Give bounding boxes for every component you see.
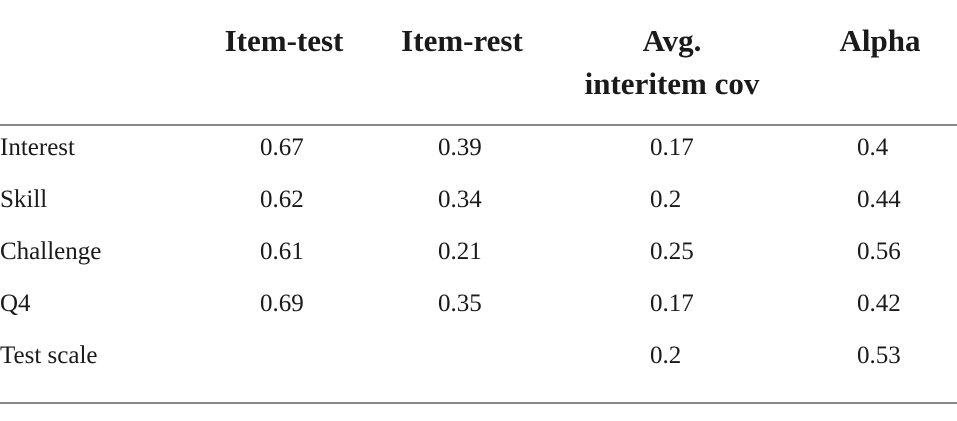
cell: 0.39 xyxy=(438,134,482,161)
cell: 0.61 xyxy=(260,238,304,265)
row-label: Skill xyxy=(0,186,48,213)
cell: 0.53 xyxy=(857,342,901,369)
row-label: Test scale xyxy=(0,342,98,369)
cell: 0.17 xyxy=(650,134,694,161)
cell: 0.21 xyxy=(438,238,482,265)
cell: 0.69 xyxy=(260,290,304,317)
cell: 0.35 xyxy=(438,290,482,317)
column-header: interitem cov xyxy=(584,66,760,101)
cell: 0.2 xyxy=(650,342,682,369)
cell: 0.44 xyxy=(857,186,901,213)
header-rule xyxy=(0,124,957,126)
row-label: Q4 xyxy=(0,290,31,317)
cell: 0.2 xyxy=(650,186,682,213)
cell: 0.67 xyxy=(260,134,304,161)
column-header: Item-rest xyxy=(401,23,523,58)
cell: 0.17 xyxy=(650,290,694,317)
cell: 0.42 xyxy=(857,290,901,317)
column-header: Item-test xyxy=(224,23,344,58)
cell: 0.4 xyxy=(857,134,889,161)
column-header: Alpha xyxy=(839,23,921,58)
cell: 0.34 xyxy=(438,186,482,213)
row-label: Interest xyxy=(0,134,75,161)
bottom-rule xyxy=(0,402,957,404)
row-label: Challenge xyxy=(0,238,102,265)
cell: 0.62 xyxy=(260,186,304,213)
column-header: Avg. xyxy=(642,23,702,58)
cell: 0.25 xyxy=(650,238,694,265)
cell: 0.56 xyxy=(857,238,901,265)
